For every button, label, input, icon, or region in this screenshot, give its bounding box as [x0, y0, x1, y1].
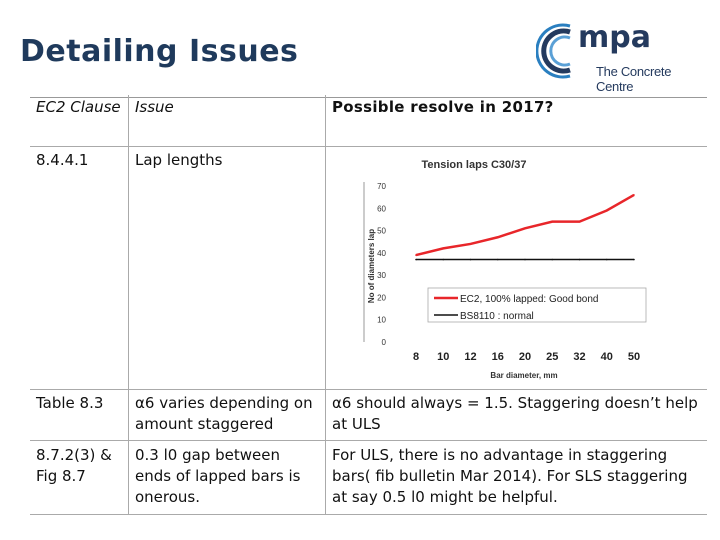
data-point [578, 258, 581, 261]
x-tick-label: 40 [601, 351, 613, 363]
data-point [551, 258, 554, 261]
chart-title: Tension laps C30/37 [422, 159, 527, 171]
y-tick-label: 40 [377, 249, 386, 258]
logo-name: mpa [578, 20, 651, 55]
x-tick-label: 16 [492, 351, 504, 363]
mpa-logo: mpa The Concrete Centre [535, 18, 706, 94]
header-resolve: Possible resolve in 2017? [325, 95, 707, 147]
x-tick-label: 50 [628, 351, 640, 363]
row-clause: 8.4.4.1 [30, 146, 129, 390]
data-point [442, 247, 445, 250]
y-tick-label: 10 [377, 316, 386, 325]
table-row: Table 8.3 α6 varies depending on amount … [30, 389, 707, 441]
data-point [524, 227, 526, 230]
x-tick-label: 12 [464, 351, 476, 363]
row-clause: Table 8.3 [30, 389, 129, 441]
row-clause: 8.7.2(3) & Fig 8.7 [30, 440, 129, 515]
data-point [551, 220, 554, 223]
x-tick-label: 25 [546, 351, 558, 363]
data-point [578, 220, 581, 223]
y-tick-label: 50 [377, 227, 386, 236]
legend-label: BS8110 : normal [460, 311, 534, 322]
row-resolve: α6 should always = 1.5. Staggering doesn… [325, 389, 707, 441]
detailing-table: EC2 Clause Issue Possible resolve in 201… [30, 95, 707, 515]
x-axis-label: Bar diameter, mm [490, 371, 557, 380]
row-issue: α6 varies depending on amount staggered [128, 389, 326, 441]
y-tick-label: 60 [377, 204, 386, 213]
data-point [469, 243, 472, 245]
legend-box [427, 287, 647, 323]
data-point [442, 258, 445, 261]
row-issue: Lap lengths [128, 146, 326, 390]
data-point [415, 258, 417, 261]
y-tick-label: 20 [377, 293, 386, 302]
row-issue: 0.3 l0 gap between ends of lapped bars i… [128, 440, 326, 515]
series-line-ec2 [415, 193, 635, 257]
table-row: 8.7.2(3) & Fig 8.7 0.3 l0 gap between en… [30, 440, 707, 515]
header-clause: EC2 Clause [30, 95, 129, 147]
y-tick-label: 70 [377, 182, 386, 191]
y-tick-label: 0 [382, 338, 387, 347]
table-header-row: EC2 Clause Issue Possible resolve in 201… [30, 95, 707, 147]
x-tick-label: 10 [437, 351, 449, 363]
row-resolve: For ULS, there is no advantage in stagge… [325, 440, 707, 515]
data-point [605, 258, 608, 261]
header-issue: Issue [128, 95, 326, 147]
logo-subtitle: The Concrete Centre [596, 64, 672, 94]
legend-label: EC2, 100% lapped: Good bond [460, 294, 598, 305]
data-point [496, 258, 499, 261]
row-resolve-chart: Tension laps C30/37 0 10 20 30 40 50 60 70 No of … [325, 146, 707, 390]
x-tick-label: 8 [413, 351, 419, 363]
data-point [633, 194, 635, 196]
slide-title: Detailing Issues [20, 34, 299, 69]
table-row: 8.4.4.1 Lap lengths Tension laps C30/37 0… [30, 146, 707, 390]
chart-container: Tension laps C30/37 0 10 20 30 40 50 60 70 No of … [334, 150, 654, 386]
x-tick-label: 32 [573, 351, 585, 363]
data-point [415, 254, 417, 256]
logo-arc-icon [535, 23, 571, 79]
y-axis-label: No of diameters lap [367, 229, 376, 303]
data-point [469, 258, 472, 261]
data-point [496, 236, 499, 239]
lap-chart: Tension laps C30/37 0 10 20 30 40 50 60 70 No of … [363, 159, 647, 380]
data-point [524, 258, 526, 261]
data-point [633, 258, 635, 261]
x-tick-label: 20 [519, 351, 531, 363]
y-tick-label: 30 [377, 271, 386, 280]
data-point [605, 209, 608, 212]
